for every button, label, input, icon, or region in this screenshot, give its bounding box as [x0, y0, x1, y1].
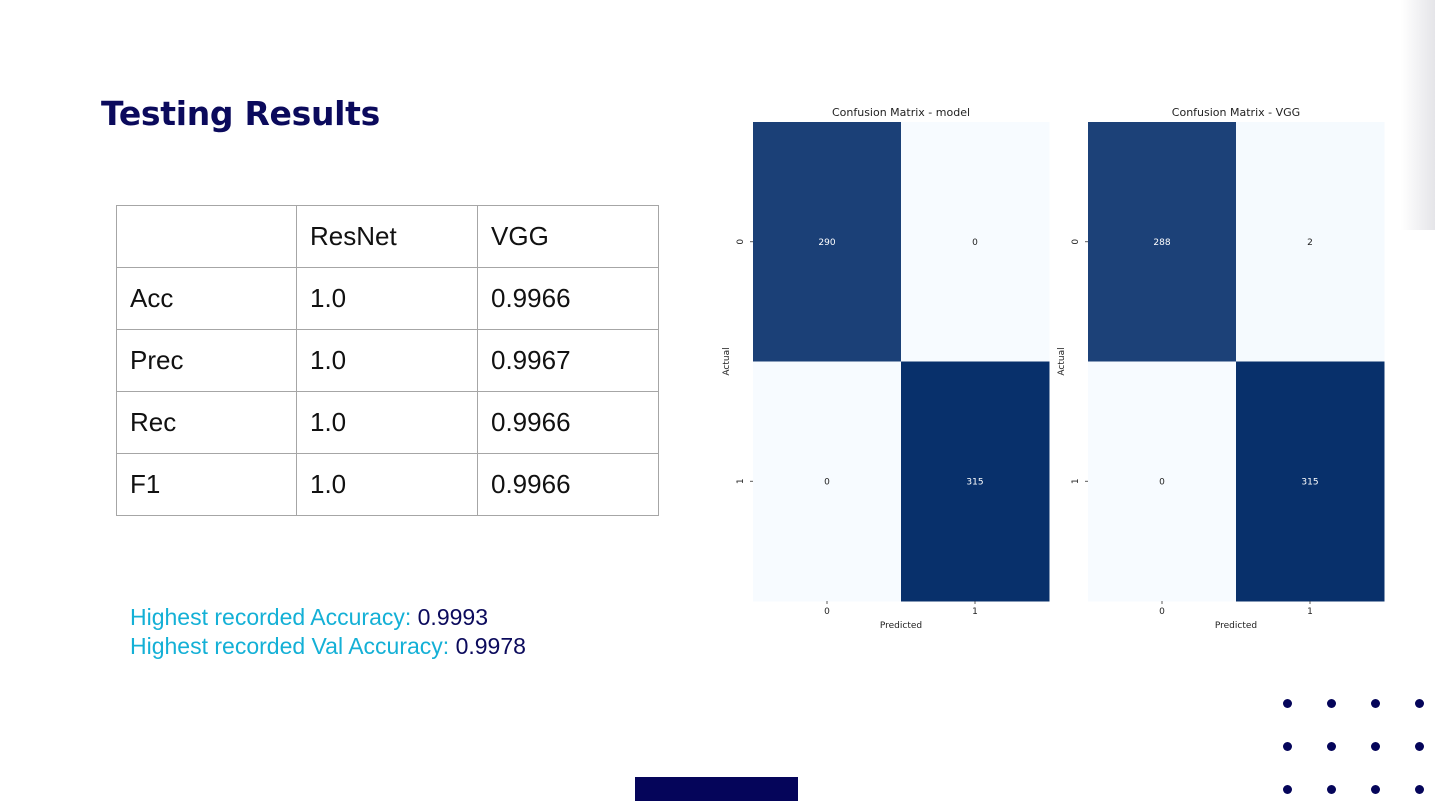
row-label-acc: Acc — [116, 267, 297, 330]
heatmap-cell — [753, 361, 902, 602]
confusion-matrix-2: Confusion Matrix - VGG 288 2 0 315 0 1 0 1 Predic… — [1057, 106, 1385, 631]
decorative-dot — [1327, 785, 1336, 794]
cell-value-label: 315 — [966, 477, 983, 487]
highest-accuracy-value: 0.9993 — [417, 604, 488, 630]
row-label-f1: F1 — [116, 453, 297, 516]
highest-val-accuracy-note: Highest recorded Val Accuracy: 0.9978 — [130, 632, 526, 660]
heatmap-cell — [901, 122, 1050, 362]
y-tick-label: 0 — [1071, 239, 1081, 245]
highest-val-accuracy-label: Highest recorded Val Accuracy: — [130, 633, 450, 659]
x-axis-label: Predicted — [1215, 621, 1257, 631]
highest-val-accuracy-value: 0.9978 — [455, 633, 526, 659]
metrics-table: ResNet VGG Acc 1.0 0.9966 Prec 1.0 0.996… — [116, 205, 659, 516]
cell-value-label: 0 — [824, 477, 830, 487]
chart-title: Confusion Matrix - model — [832, 106, 970, 119]
cell-value-label: 315 — [1301, 477, 1318, 487]
table-row: Prec 1.0 0.9967 — [116, 329, 659, 392]
row-label-rec: Rec — [116, 391, 297, 454]
table-header-vgg: VGG — [477, 205, 659, 268]
y-tick-label: 0 — [736, 239, 746, 245]
table-cell: 1.0 — [296, 453, 478, 516]
highest-accuracy-note: Highest recorded Accuracy: 0.9993 — [130, 603, 488, 631]
heatmap-cell — [1236, 122, 1385, 362]
table-cell: 0.9966 — [477, 391, 659, 454]
confusion-matrix-1: Confusion Matrix - model 290 0 0 315 0 1 0 1 Pred… — [722, 106, 1050, 631]
cell-value-label: 0 — [1159, 477, 1165, 487]
y-axis-label: Actual — [722, 347, 732, 375]
heatmap-cell — [753, 122, 902, 362]
table-cell — [116, 205, 297, 268]
decorative-dot — [1415, 699, 1424, 708]
table-cell: 1.0 — [296, 391, 478, 454]
decorative-dot — [1371, 785, 1380, 794]
table-cell: 0.9966 — [477, 267, 659, 330]
table-row: Rec 1.0 0.9966 — [116, 391, 659, 454]
heatmap-cell — [1236, 361, 1385, 602]
table-cell: 0.9966 — [477, 453, 659, 516]
footer-bar — [635, 777, 798, 801]
x-tick-label: 0 — [824, 607, 830, 617]
edge-shadow — [1401, 0, 1435, 230]
chart-title: Confusion Matrix - VGG — [1172, 106, 1300, 119]
table-cell: 1.0 — [296, 329, 478, 392]
row-label-prec: Prec — [116, 329, 297, 392]
x-tick-label: 1 — [972, 607, 978, 617]
decorative-dot — [1327, 699, 1336, 708]
decorative-dot — [1283, 699, 1292, 708]
decorative-dot — [1371, 742, 1380, 751]
x-axis-label: Predicted — [880, 621, 922, 631]
heatmap-cell — [901, 361, 1050, 602]
table-cell: 0.9967 — [477, 329, 659, 392]
cell-value-label: 2 — [1307, 238, 1313, 248]
decorative-dot — [1283, 785, 1292, 794]
decorative-dot — [1371, 699, 1380, 708]
heatmap-cell — [1088, 361, 1237, 602]
decorative-dot — [1283, 742, 1292, 751]
y-tick-label: 1 — [736, 478, 746, 484]
x-tick-label: 0 — [1159, 607, 1165, 617]
cell-value-label: 290 — [818, 238, 835, 248]
cell-value-label: 0 — [972, 238, 978, 248]
decorative-dot — [1415, 742, 1424, 751]
table-row: Acc 1.0 0.9966 — [116, 267, 659, 330]
cell-value-label: 288 — [1153, 238, 1170, 248]
table-cell: 1.0 — [296, 267, 478, 330]
y-axis-label: Actual — [1057, 347, 1067, 375]
highest-accuracy-label: Highest recorded Accuracy: — [130, 604, 412, 630]
page-title: Testing Results — [101, 94, 380, 133]
x-tick-label: 1 — [1307, 607, 1313, 617]
decorative-dot — [1327, 742, 1336, 751]
heatmap-cell — [1088, 122, 1237, 362]
table-row: F1 1.0 0.9966 — [116, 453, 659, 516]
decorative-dot — [1415, 785, 1424, 794]
y-tick-label: 1 — [1071, 478, 1081, 484]
